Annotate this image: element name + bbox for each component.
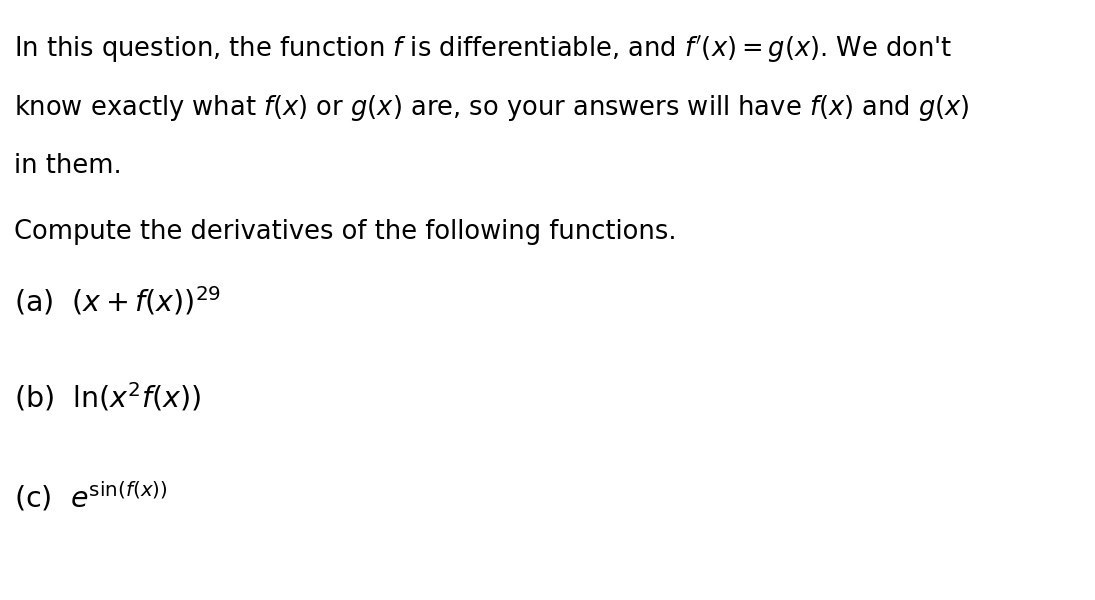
Text: (a)  $(x + f(x))^{29}$: (a) $(x + f(x))^{29}$ (14, 285, 221, 318)
Text: (b)  $\ln(x^2 f(x))$: (b) $\ln(x^2 f(x))$ (14, 381, 201, 414)
Text: in them.: in them. (14, 153, 122, 179)
Text: Compute the derivatives of the following functions.: Compute the derivatives of the following… (14, 219, 677, 245)
Text: (c)  $e^{\sin(f(x))}$: (c) $e^{\sin(f(x))}$ (14, 480, 168, 514)
Text: In this question, the function $f$ is differentiable, and $f'(x) = g(x)$. We don: In this question, the function $f$ is di… (14, 33, 953, 64)
Text: know exactly what $f(x)$ or $g(x)$ are, so your answers will have $f(x)$ and $g(: know exactly what $f(x)$ or $g(x)$ are, … (14, 93, 970, 123)
